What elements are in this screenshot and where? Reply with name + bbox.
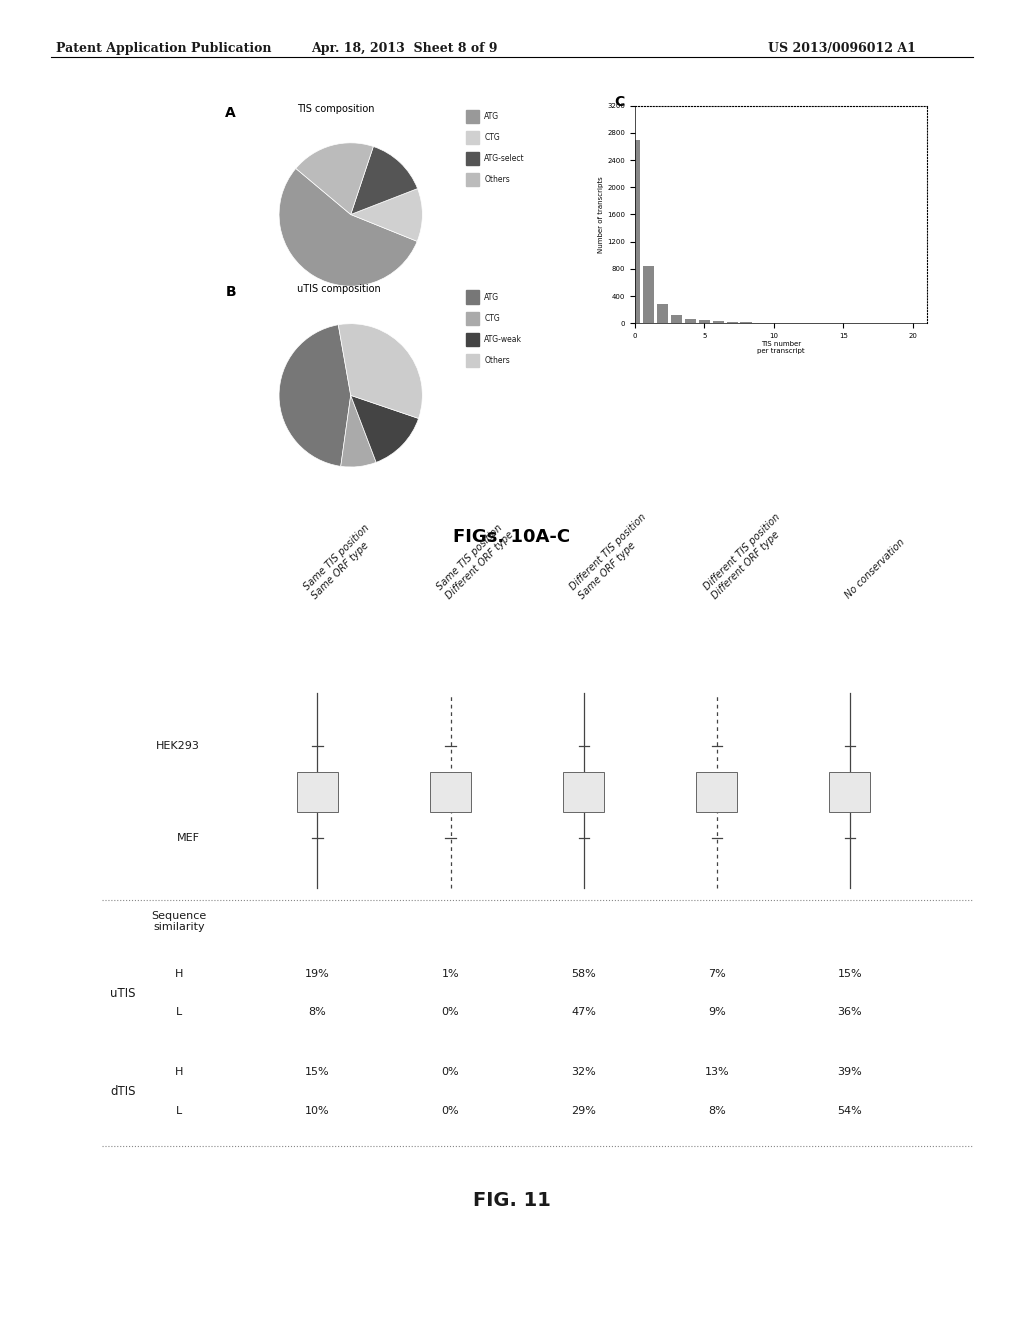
- Text: ATG-select: ATG-select: [484, 154, 525, 162]
- Text: 29%: 29%: [571, 1106, 596, 1117]
- Text: 8%: 8%: [308, 1007, 327, 1018]
- Text: 13%: 13%: [705, 1067, 729, 1077]
- Bar: [713, 321, 724, 323]
- Text: Patent Application Publication: Patent Application Publication: [56, 42, 271, 55]
- Text: 32%: 32%: [571, 1067, 596, 1077]
- Text: ATG-weak: ATG-weak: [484, 335, 522, 343]
- Text: Sequence
similarity: Sequence similarity: [152, 911, 207, 932]
- Wedge shape: [280, 169, 417, 286]
- Wedge shape: [350, 189, 422, 242]
- Text: Same TIS position
Same ORF type: Same TIS position Same ORF type: [302, 523, 380, 601]
- Text: Different TIS position
Different ORF type: Different TIS position Different ORF typ…: [701, 512, 790, 601]
- Text: Different TIS position
Same ORF type: Different TIS position Same ORF type: [568, 512, 656, 601]
- Text: MEF: MEF: [177, 833, 200, 843]
- Text: dTIS: dTIS: [111, 1085, 135, 1098]
- Wedge shape: [280, 325, 350, 466]
- Text: A: A: [225, 106, 236, 120]
- Text: 36%: 36%: [838, 1007, 862, 1018]
- Bar: [671, 315, 682, 323]
- Text: 19%: 19%: [305, 969, 330, 979]
- Text: 7%: 7%: [708, 969, 726, 979]
- Text: C: C: [614, 95, 625, 110]
- Text: 0%: 0%: [441, 1067, 460, 1077]
- Wedge shape: [296, 143, 374, 214]
- Text: Same TIS position
Different ORF type: Same TIS position Different ORF type: [435, 521, 515, 601]
- Text: 39%: 39%: [838, 1067, 862, 1077]
- Text: Others: Others: [484, 356, 510, 364]
- Text: 0%: 0%: [441, 1106, 460, 1117]
- Text: B: B: [225, 285, 236, 300]
- Wedge shape: [350, 147, 418, 214]
- X-axis label: TIS number
per transcript: TIS number per transcript: [757, 341, 805, 354]
- Text: 9%: 9%: [708, 1007, 726, 1018]
- Bar: [698, 321, 710, 323]
- Text: HEK293: HEK293: [156, 741, 200, 751]
- Text: CTG: CTG: [484, 133, 500, 141]
- Wedge shape: [338, 323, 422, 418]
- Text: 8%: 8%: [708, 1106, 726, 1117]
- Text: 10%: 10%: [305, 1106, 330, 1117]
- Bar: [685, 318, 696, 323]
- Text: uTIS composition: uTIS composition: [297, 284, 381, 294]
- Text: TIS composition: TIS composition: [297, 104, 375, 115]
- Text: 15%: 15%: [838, 969, 862, 979]
- Y-axis label: Number of transcripts: Number of transcripts: [598, 176, 604, 253]
- Text: FIG. 11: FIG. 11: [473, 1191, 551, 1209]
- Text: uTIS: uTIS: [111, 987, 135, 999]
- Bar: [657, 305, 669, 323]
- Text: 15%: 15%: [305, 1067, 330, 1077]
- Text: Others: Others: [484, 176, 510, 183]
- Text: CTG: CTG: [484, 314, 500, 322]
- Text: 1%: 1%: [441, 969, 460, 979]
- Text: Apr. 18, 2013  Sheet 8 of 9: Apr. 18, 2013 Sheet 8 of 9: [311, 42, 498, 55]
- Text: US 2013/0096012 A1: US 2013/0096012 A1: [768, 42, 915, 55]
- Bar: [630, 140, 640, 323]
- Text: L: L: [176, 1007, 182, 1018]
- Bar: [727, 322, 737, 323]
- Text: 54%: 54%: [838, 1106, 862, 1117]
- Text: H: H: [175, 1067, 183, 1077]
- Text: L: L: [176, 1106, 182, 1117]
- Text: 47%: 47%: [571, 1007, 596, 1018]
- Text: ATG: ATG: [484, 293, 500, 301]
- Text: 58%: 58%: [571, 969, 596, 979]
- Bar: [643, 265, 654, 323]
- Text: FIGs. 10A-C: FIGs. 10A-C: [454, 528, 570, 546]
- Text: No conservation: No conservation: [843, 537, 906, 601]
- Wedge shape: [350, 396, 419, 462]
- Wedge shape: [341, 396, 376, 467]
- Text: 0%: 0%: [441, 1007, 460, 1018]
- Text: H: H: [175, 969, 183, 979]
- Text: ATG: ATG: [484, 112, 500, 120]
